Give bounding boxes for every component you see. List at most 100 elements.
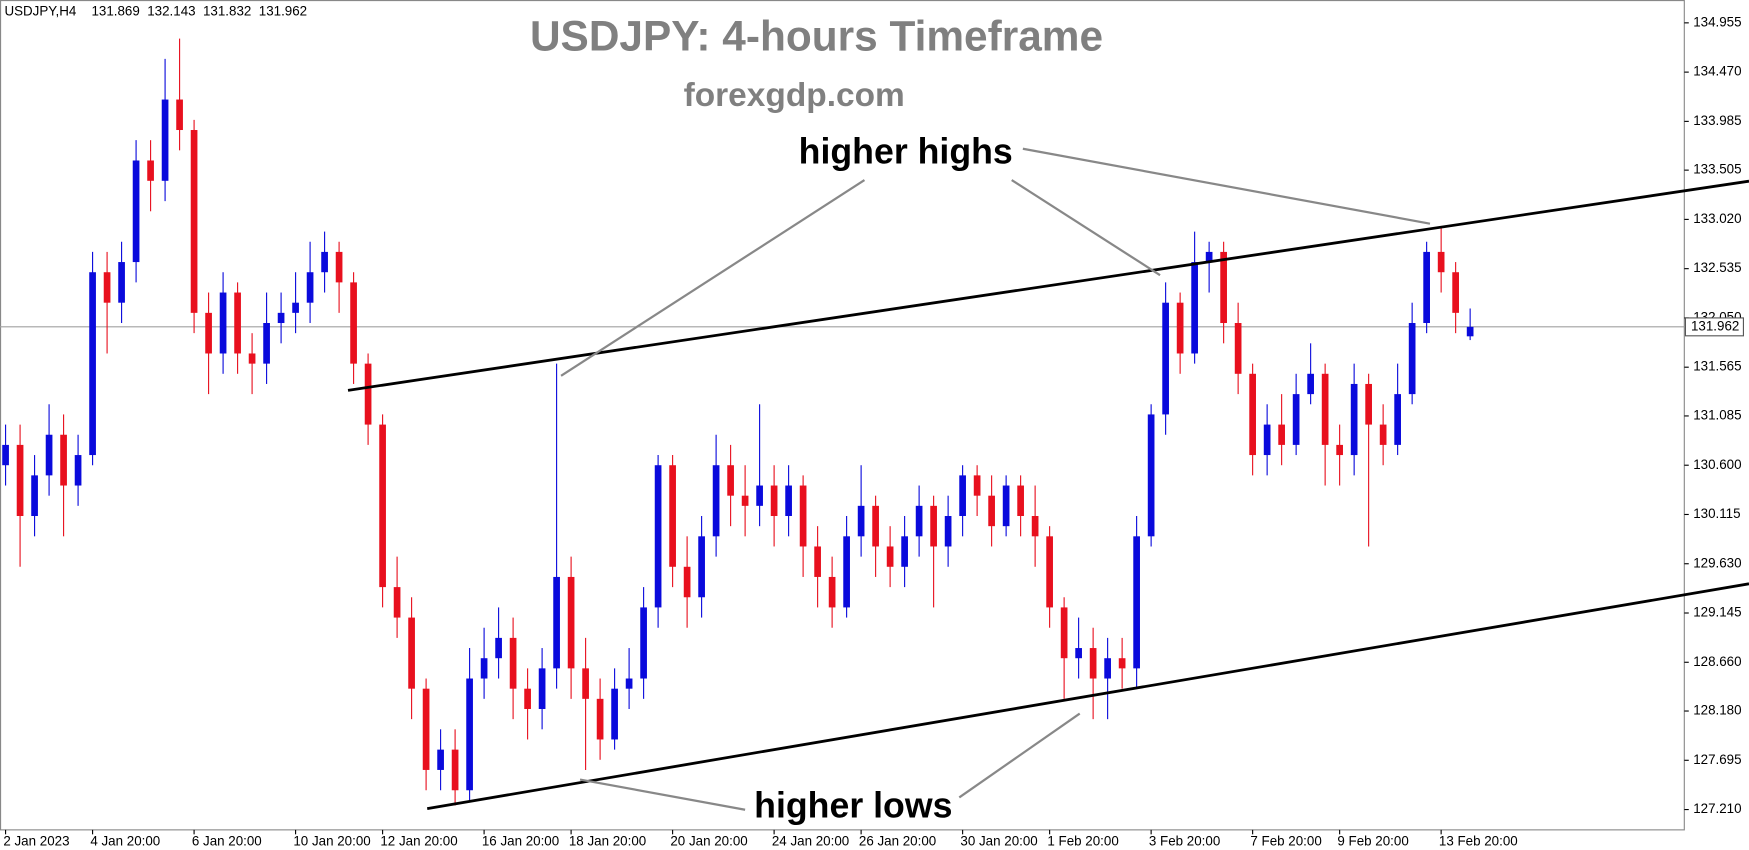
candle-body xyxy=(524,688,531,709)
y-tick-label: 133.505 xyxy=(1693,162,1741,177)
candle-body xyxy=(1234,323,1242,374)
candle-body xyxy=(1394,394,1401,445)
candle-body xyxy=(2,444,9,466)
x-tick-label: 30 Jan 20:00 xyxy=(960,834,1037,849)
plot-area xyxy=(0,38,1685,806)
candle-body xyxy=(1350,383,1358,456)
candle-body xyxy=(176,99,183,131)
upper-trendline xyxy=(347,179,1749,392)
candle-body xyxy=(321,251,328,273)
candle-body xyxy=(263,323,270,364)
candle-body xyxy=(132,160,140,263)
candle-body xyxy=(292,302,299,313)
candle-body xyxy=(103,272,111,303)
symbol-info: USDJPY,H4 xyxy=(4,4,76,19)
candle-body xyxy=(1147,414,1155,537)
candle-body xyxy=(451,749,459,791)
candle-body xyxy=(350,282,357,364)
candle-body xyxy=(89,272,96,456)
candle-body xyxy=(741,495,749,506)
candle-body xyxy=(1336,444,1343,456)
candle-body xyxy=(1017,485,1024,517)
x-tick-label: 2 Jan 2023 xyxy=(3,834,69,849)
candle-body xyxy=(335,251,343,283)
candle-body xyxy=(1104,658,1111,679)
candle-body xyxy=(205,312,212,354)
candle-body xyxy=(74,455,82,486)
candle-body xyxy=(1379,424,1387,445)
candle-body xyxy=(785,485,792,517)
x-tick-label: 26 Jan 20:00 xyxy=(859,834,936,849)
candle-body xyxy=(379,424,386,588)
x-tick-label: 12 Jan 20:00 xyxy=(380,834,457,849)
y-tick-label: 134.470 xyxy=(1693,64,1741,79)
candle-body xyxy=(857,505,865,537)
x-tick-label: 7 Feb 20:00 xyxy=(1250,834,1321,849)
price-label-box xyxy=(1684,317,1744,337)
y-tick-label: 130.600 xyxy=(1693,457,1741,472)
x-tick-label: 13 Feb 20:00 xyxy=(1439,834,1518,849)
candle-body xyxy=(1220,251,1227,324)
candle-body xyxy=(219,292,227,354)
candle-body xyxy=(234,292,241,354)
pointer-line xyxy=(958,712,1081,799)
candle-body xyxy=(277,312,285,324)
candle-body xyxy=(654,465,662,608)
candle-body xyxy=(16,444,24,517)
candle-body xyxy=(437,749,444,770)
y-tick-label: 134.955 xyxy=(1693,14,1741,29)
y-tick-label: 133.020 xyxy=(1693,211,1741,226)
candle-body xyxy=(1118,658,1126,669)
candle-body xyxy=(872,505,879,547)
pointer-line xyxy=(579,778,746,811)
candle-body xyxy=(1002,485,1010,527)
lower-trendline xyxy=(426,582,1749,810)
candle-body xyxy=(698,536,705,598)
y-tick-label: 128.180 xyxy=(1693,703,1741,718)
candle-body xyxy=(1162,302,1169,415)
x-tick-label: 1 Feb 20:00 xyxy=(1047,834,1118,849)
x-tick-label: 4 Jan 20:00 xyxy=(90,834,160,849)
candle-body xyxy=(886,546,894,567)
candle-body xyxy=(770,485,778,517)
candle-body xyxy=(640,607,647,679)
candle-body xyxy=(1263,424,1271,456)
candle-body xyxy=(1307,373,1314,395)
price-label: 131.962 xyxy=(1691,318,1739,333)
candle-body xyxy=(814,546,821,577)
ohlc-high: 132.143 xyxy=(147,4,195,19)
candle-body xyxy=(1365,383,1372,425)
candle-body xyxy=(466,678,473,791)
candle-body xyxy=(1046,536,1053,608)
candle-body xyxy=(147,160,154,181)
y-tick-label: 133.985 xyxy=(1693,113,1741,128)
candle-body xyxy=(1060,607,1068,659)
candle-body xyxy=(901,536,908,567)
candle-body xyxy=(799,485,807,547)
candle-body xyxy=(843,536,850,608)
pointer-line xyxy=(1011,179,1161,277)
y-tick-label: 132.535 xyxy=(1693,260,1741,275)
ohlc-close: 131.962 xyxy=(259,4,307,19)
y-tick-label: 129.630 xyxy=(1693,555,1741,570)
candle-body xyxy=(828,576,836,608)
candle-body xyxy=(683,566,691,598)
candle-body xyxy=(408,617,415,689)
y-tick-label: 128.660 xyxy=(1693,654,1741,669)
candle-body xyxy=(1176,302,1184,354)
ohlc-open: 131.869 xyxy=(91,4,139,19)
candle-body xyxy=(930,505,937,547)
plot-frame xyxy=(0,0,1685,831)
x-tick-label: 16 Jan 20:00 xyxy=(482,834,559,849)
candle-body xyxy=(1466,326,1474,337)
candle-body xyxy=(915,505,923,537)
candle-body xyxy=(248,353,256,364)
candle-body xyxy=(45,434,53,476)
x-tick-label: 18 Jan 20:00 xyxy=(569,834,646,849)
x-tick-label: 24 Jan 20:00 xyxy=(772,834,849,849)
x-tick-label: 9 Feb 20:00 xyxy=(1337,834,1408,849)
candle-body xyxy=(988,495,995,527)
pointer-line xyxy=(560,179,866,377)
candle-body xyxy=(1205,251,1213,263)
candle-body xyxy=(1452,272,1459,313)
